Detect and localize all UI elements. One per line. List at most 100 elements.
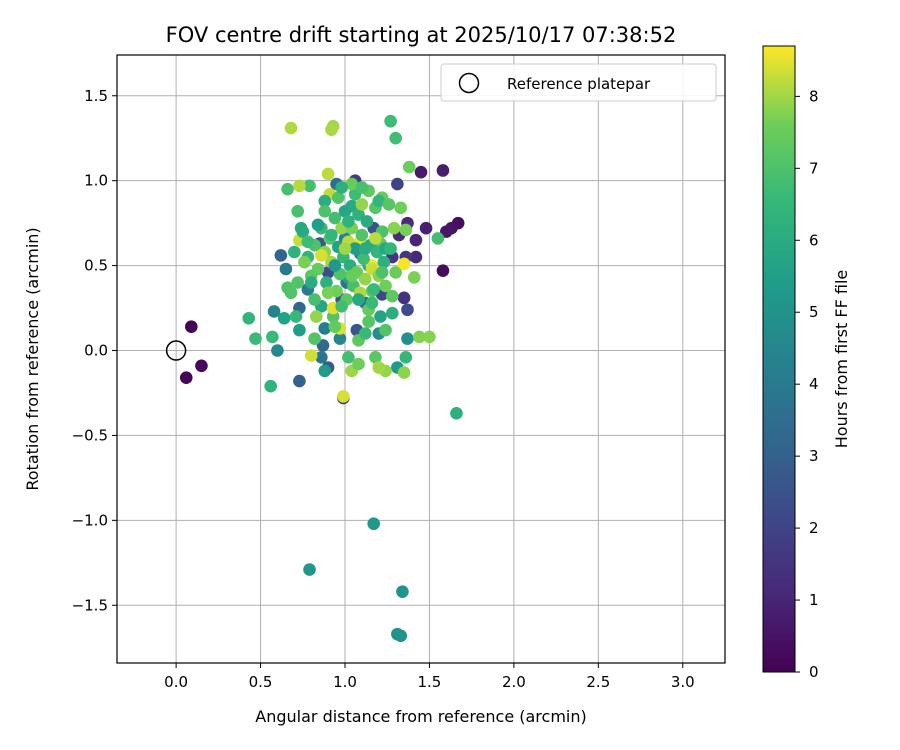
data-point [279, 262, 293, 276]
colorbar-tick-label: 6 [809, 231, 819, 249]
y-tick-label: −1.5 [72, 596, 108, 614]
data-point [185, 320, 198, 334]
data-point [385, 306, 399, 320]
data-point [337, 390, 350, 403]
data-point [401, 332, 414, 345]
x-axis-ticks: 0.0 0.5 1.0 1.5 2.0 2.5 3.0 [164, 663, 695, 691]
data-point [369, 351, 382, 364]
data-point [352, 357, 365, 371]
legend-box [440, 63, 717, 102]
data-point [308, 332, 321, 345]
data-point [321, 286, 335, 300]
data-point [308, 293, 321, 306]
data-point [338, 242, 352, 255]
data-point [342, 351, 355, 364]
data-point [249, 332, 262, 345]
colorbar: 0 1 2 3 4 5 6 7 8 Hours from first FF file [762, 45, 851, 681]
data-point [360, 215, 374, 228]
data-point [321, 167, 335, 181]
data-point [345, 177, 359, 191]
data-point [402, 160, 416, 174]
data-point [345, 269, 359, 283]
colorbar-tick-label: 3 [809, 447, 819, 465]
data-point [303, 179, 316, 193]
legend-marker [458, 72, 480, 94]
data-point [358, 327, 372, 340]
data-point [357, 252, 370, 266]
data-point [407, 271, 421, 284]
colorbar-tick-label: 4 [809, 375, 819, 393]
data-point [266, 330, 279, 344]
data-point [385, 289, 399, 303]
data-point [338, 204, 352, 218]
data-point [384, 114, 397, 128]
data-point [304, 349, 318, 362]
data-point [284, 286, 298, 300]
colorbar-tick-label: 7 [809, 159, 819, 177]
data-point [389, 131, 402, 145]
data-point [325, 123, 338, 137]
data-point [328, 320, 342, 334]
data-point [374, 310, 387, 323]
data-point [271, 344, 284, 357]
y-axis-label: Rotation from reference (arcmin) [23, 227, 42, 490]
data-point [264, 379, 277, 393]
data-point [431, 232, 445, 245]
y-tick-label: 0.5 [84, 257, 108, 275]
data-point [413, 330, 426, 344]
data-point [397, 366, 411, 379]
data-point [391, 177, 404, 191]
data-point [358, 272, 372, 286]
chart-title: FOV centre drift starting at 2025/10/17 … [166, 23, 677, 47]
legend: Reference platepar [440, 63, 717, 102]
colorbar-ticks: 0 1 2 3 4 5 6 7 8 [795, 87, 819, 681]
y-tick-label: −1.0 [72, 511, 108, 529]
data-point [242, 311, 256, 325]
data-point [318, 204, 332, 218]
data-point [372, 361, 386, 374]
data-point [291, 204, 305, 218]
data-point [267, 305, 281, 318]
data-point [293, 374, 306, 388]
data-point [369, 232, 382, 245]
reference-marker [165, 340, 187, 361]
data-point [450, 407, 463, 420]
data-point [352, 293, 365, 306]
data-point [284, 121, 298, 135]
data-point [394, 629, 408, 643]
data-point [401, 303, 414, 317]
x-axis-label: Angular distance from reference (arcmin) [255, 707, 586, 726]
data-point [372, 194, 386, 208]
data-point [423, 330, 436, 344]
colorbar-tick-label: 8 [809, 87, 819, 105]
data-point [320, 276, 333, 289]
data-point [301, 235, 315, 249]
data-point [414, 165, 428, 179]
y-tick-label: 1.0 [84, 172, 108, 190]
data-points [179, 114, 465, 643]
data-point [440, 225, 453, 238]
data-point [358, 242, 372, 255]
colorbar-tick-label: 0 [809, 663, 819, 681]
data-point [318, 322, 332, 335]
data-point [355, 181, 369, 194]
x-tick-label: 2.5 [586, 673, 610, 691]
data-point [195, 359, 208, 373]
data-point [379, 323, 392, 337]
data-point [342, 215, 355, 228]
data-point [352, 208, 365, 221]
colorbar-tick-label: 5 [809, 303, 819, 321]
data-point [399, 351, 413, 364]
data-point [394, 201, 408, 215]
data-point [409, 250, 423, 264]
data-point [309, 310, 323, 323]
data-point [328, 259, 342, 272]
data-point [396, 585, 409, 598]
data-point [409, 233, 423, 247]
data-point [335, 300, 348, 313]
data-point [274, 249, 288, 262]
colorbar-tick-label: 1 [809, 591, 819, 609]
x-tick-label: 1.0 [333, 673, 357, 691]
data-point [303, 563, 316, 576]
data-point [377, 255, 391, 269]
